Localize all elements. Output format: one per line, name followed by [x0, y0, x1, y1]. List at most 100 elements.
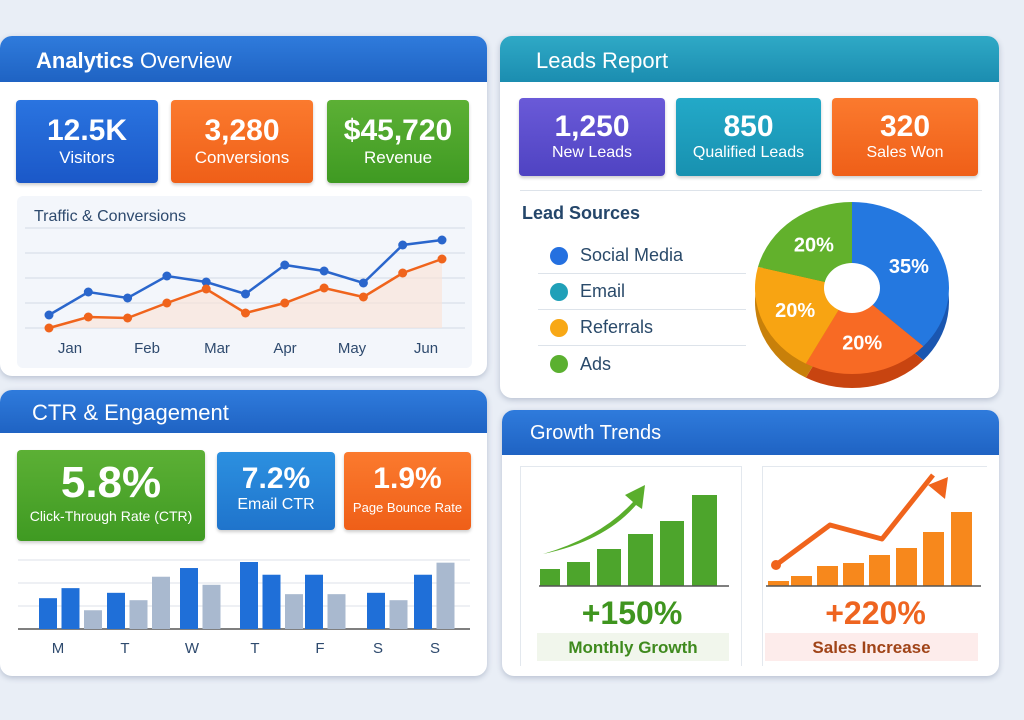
panel-header: Leads Report [500, 36, 999, 82]
card-label: New Leads [551, 144, 633, 161]
panel-header: Analytics Overview [0, 36, 487, 82]
card-label: Conversions [194, 148, 290, 167]
pie-slice [757, 202, 852, 288]
x-tick-label: S [430, 640, 440, 657]
panel-title: Growth Trends [530, 422, 662, 444]
ctr-card[interactable]: 5.8% Click-Through Rate (CTR) [17, 450, 205, 541]
growth-bar [567, 562, 590, 586]
bar [202, 584, 221, 629]
bar [436, 562, 455, 629]
monthly-growth-chart [539, 485, 729, 587]
card-value: 1,250 [554, 110, 630, 143]
bar [152, 576, 170, 629]
analytics-overview-panel: Analytics Overview 12.5K Visitors 3,280 Co… [0, 36, 487, 376]
panel-title: CTR & Engagement [32, 400, 229, 425]
trend-arrowhead [928, 477, 948, 499]
legend-label: Email [580, 281, 626, 301]
bar [107, 592, 125, 629]
sales-increase-box: +220% Sales Increase [762, 466, 987, 666]
bar [180, 568, 198, 629]
sales-bar [768, 581, 789, 586]
sales-label: Sales Increase [765, 633, 978, 661]
pie-slice-label: 20% [775, 300, 815, 322]
legend-dot [550, 246, 568, 265]
panel-header: Growth Trends [502, 410, 999, 455]
data-point [241, 308, 250, 318]
sales-bar [896, 548, 917, 586]
x-tick-label: Mar [204, 340, 230, 357]
data-point [162, 271, 172, 281]
panel-title-bold: Analytics [36, 48, 134, 73]
pie-slice-label: 35% [889, 256, 929, 278]
bar [39, 598, 57, 629]
x-tick-label: F [315, 640, 324, 657]
data-point [123, 313, 133, 323]
bar [305, 574, 323, 629]
sales-increase-chart [766, 473, 981, 587]
pie-slice-label: 20% [842, 332, 882, 354]
growth-bar [660, 521, 684, 586]
data-point [280, 298, 290, 308]
card-value: 5.8% [60, 458, 162, 507]
conversions-card[interactable]: 3,280 Conversions [171, 100, 313, 183]
data-point [398, 240, 408, 250]
panel-header: CTR & Engagement [0, 390, 487, 433]
card-value: 3,280 [204, 114, 280, 147]
data-point [280, 260, 290, 270]
trend-point [771, 560, 781, 570]
legend-dot [550, 318, 568, 337]
card-value: $45,720 [343, 114, 453, 147]
visitors-card[interactable]: 12.5K Visitors [16, 100, 158, 183]
x-tick-label: May [338, 340, 367, 357]
pie-slice-label: 20% [794, 235, 834, 257]
bar [262, 574, 281, 629]
legend-label: Social Media [580, 245, 684, 265]
legend-dot [550, 282, 568, 301]
sales-bar [869, 555, 890, 586]
traffic-chart-box: Traffic & Conversions Jan Feb Mar Apr May Jun [17, 196, 472, 368]
legend-item-referrals: Referrals [538, 310, 746, 346]
data-point [437, 235, 447, 245]
data-point [83, 287, 93, 297]
x-tick-label: S [373, 640, 383, 657]
divider [520, 190, 982, 191]
data-point [319, 283, 329, 293]
revenue-card[interactable]: $45,720 Revenue [327, 100, 469, 183]
legend-label: Ads [580, 353, 612, 374]
leads-report-panel: Leads Report 1,250 New Leads 850 Qualified… [500, 36, 999, 398]
email-ctr-card[interactable]: 7.2% Email CTR [217, 452, 335, 530]
data-point [437, 254, 447, 264]
sales-bar [817, 566, 838, 586]
monthly-growth-box: +150% Monthly Growth [520, 466, 742, 666]
card-value: 7.2% [241, 462, 311, 495]
sales-won-card[interactable]: 320 Sales Won [832, 98, 978, 176]
data-point [44, 310, 54, 320]
ctr-engagement-panel: CTR & Engagement 5.8% Click-Through Rate … [0, 390, 487, 676]
x-tick-label: T [250, 640, 259, 657]
card-value: 1.9% [373, 462, 442, 495]
chart-title: Traffic & Conversions [34, 208, 187, 225]
x-tick-label: M [52, 640, 65, 657]
growth-bar [628, 534, 653, 586]
data-point [358, 292, 368, 302]
x-tick-label: W [185, 640, 200, 657]
card-value: 850 [723, 110, 774, 143]
bar [327, 594, 346, 629]
card-label: Revenue [363, 148, 433, 167]
new-leads-card[interactable]: 1,250 New Leads [519, 98, 665, 176]
sales-bar [791, 576, 812, 586]
card-label: Email CTR [237, 496, 315, 513]
qualified-leads-card[interactable]: 850 Qualified Leads [676, 98, 821, 176]
data-point [123, 293, 133, 303]
lead-sources-title: Lead Sources [522, 203, 641, 223]
traffic-line-chart: Jan Feb Mar Apr May Jun [25, 227, 465, 357]
card-label: Visitors [59, 148, 115, 167]
data-point [241, 289, 250, 299]
growth-trends-panel: Growth Trends +150% Monthly Growth +220%… [502, 410, 999, 676]
growth-bar [597, 549, 621, 586]
data-point [83, 312, 93, 322]
card-label: Qualified Leads [692, 144, 805, 161]
bounce-rate-card[interactable]: 1.9% Page Bounce Rate [344, 452, 471, 530]
trend-line [774, 473, 935, 568]
